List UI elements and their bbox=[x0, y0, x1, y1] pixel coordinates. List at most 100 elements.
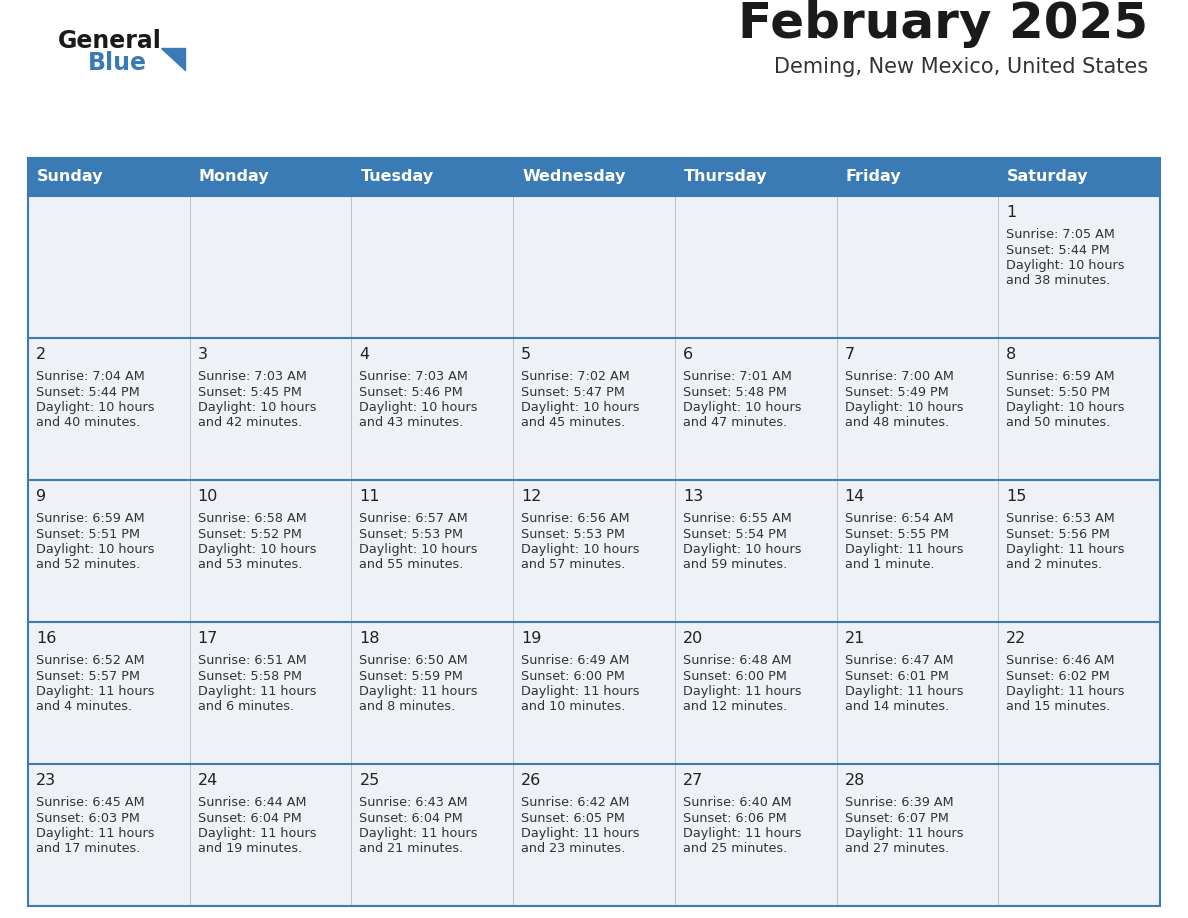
Bar bbox=[998, 622, 1159, 764]
Text: 7: 7 bbox=[845, 347, 854, 362]
Text: 16: 16 bbox=[36, 631, 56, 646]
Text: Sunrise: 6:54 AM: Sunrise: 6:54 AM bbox=[845, 512, 953, 525]
Text: Daylight: 10 hours: Daylight: 10 hours bbox=[36, 543, 154, 556]
Text: Sunrise: 6:56 AM: Sunrise: 6:56 AM bbox=[522, 512, 630, 525]
Text: Sunrise: 6:51 AM: Sunrise: 6:51 AM bbox=[197, 654, 307, 667]
Text: Sunrise: 7:05 AM: Sunrise: 7:05 AM bbox=[1006, 228, 1116, 241]
Text: 24: 24 bbox=[197, 773, 217, 788]
Text: Sunset: 5:49 PM: Sunset: 5:49 PM bbox=[845, 386, 948, 398]
Text: Sunset: 6:03 PM: Sunset: 6:03 PM bbox=[36, 812, 140, 824]
Bar bbox=[675, 196, 836, 338]
Text: Sunset: 5:51 PM: Sunset: 5:51 PM bbox=[36, 528, 140, 541]
Text: Sunrise: 7:04 AM: Sunrise: 7:04 AM bbox=[36, 370, 145, 383]
Text: Sunrise: 6:59 AM: Sunrise: 6:59 AM bbox=[1006, 370, 1114, 383]
Bar bbox=[29, 158, 190, 196]
Text: and 40 minutes.: and 40 minutes. bbox=[36, 417, 140, 430]
Text: Daylight: 11 hours: Daylight: 11 hours bbox=[197, 827, 316, 840]
Bar bbox=[675, 338, 836, 480]
Text: Sunset: 6:06 PM: Sunset: 6:06 PM bbox=[683, 812, 786, 824]
Text: Sunrise: 6:49 AM: Sunrise: 6:49 AM bbox=[522, 654, 630, 667]
Text: 14: 14 bbox=[845, 489, 865, 504]
Text: Sunrise: 6:59 AM: Sunrise: 6:59 AM bbox=[36, 512, 145, 525]
Text: Sunset: 6:04 PM: Sunset: 6:04 PM bbox=[197, 812, 302, 824]
Text: Sunset: 6:00 PM: Sunset: 6:00 PM bbox=[683, 669, 786, 682]
Text: Daylight: 10 hours: Daylight: 10 hours bbox=[683, 401, 802, 414]
Text: and 57 minutes.: and 57 minutes. bbox=[522, 558, 626, 572]
Text: and 4 minutes.: and 4 minutes. bbox=[36, 700, 132, 713]
Text: Daylight: 10 hours: Daylight: 10 hours bbox=[36, 401, 154, 414]
Bar bbox=[352, 338, 513, 480]
Text: Daylight: 11 hours: Daylight: 11 hours bbox=[845, 543, 963, 556]
Text: Sunrise: 6:47 AM: Sunrise: 6:47 AM bbox=[845, 654, 953, 667]
Text: and 2 minutes.: and 2 minutes. bbox=[1006, 558, 1102, 572]
Text: and 48 minutes.: and 48 minutes. bbox=[845, 417, 949, 430]
Text: Sunrise: 6:52 AM: Sunrise: 6:52 AM bbox=[36, 654, 145, 667]
Text: Daylight: 10 hours: Daylight: 10 hours bbox=[683, 543, 802, 556]
Text: Sunset: 5:44 PM: Sunset: 5:44 PM bbox=[36, 386, 140, 398]
Text: Sunrise: 6:53 AM: Sunrise: 6:53 AM bbox=[1006, 512, 1116, 525]
Text: Sunrise: 6:44 AM: Sunrise: 6:44 AM bbox=[197, 796, 307, 809]
Text: Sunrise: 6:40 AM: Sunrise: 6:40 AM bbox=[683, 796, 791, 809]
Text: 15: 15 bbox=[1006, 489, 1026, 504]
Text: and 38 minutes.: and 38 minutes. bbox=[1006, 274, 1111, 287]
Text: 22: 22 bbox=[1006, 631, 1026, 646]
Text: Daylight: 11 hours: Daylight: 11 hours bbox=[1006, 685, 1125, 698]
Text: Daylight: 11 hours: Daylight: 11 hours bbox=[845, 685, 963, 698]
Text: and 50 minutes.: and 50 minutes. bbox=[1006, 417, 1111, 430]
Text: and 15 minutes.: and 15 minutes. bbox=[1006, 700, 1111, 713]
Bar bbox=[675, 622, 836, 764]
Bar bbox=[998, 196, 1159, 338]
Text: Sunrise: 6:50 AM: Sunrise: 6:50 AM bbox=[360, 654, 468, 667]
Text: Daylight: 11 hours: Daylight: 11 hours bbox=[845, 827, 963, 840]
Bar bbox=[29, 338, 190, 480]
Bar bbox=[998, 480, 1159, 622]
Bar bbox=[513, 622, 675, 764]
Bar bbox=[675, 158, 836, 196]
Bar bbox=[190, 764, 352, 906]
Text: Sunrise: 6:45 AM: Sunrise: 6:45 AM bbox=[36, 796, 145, 809]
Bar bbox=[836, 196, 998, 338]
Text: Sunset: 6:05 PM: Sunset: 6:05 PM bbox=[522, 812, 625, 824]
Text: and 25 minutes.: and 25 minutes. bbox=[683, 843, 788, 856]
Text: Daylight: 10 hours: Daylight: 10 hours bbox=[197, 543, 316, 556]
Text: Sunrise: 6:46 AM: Sunrise: 6:46 AM bbox=[1006, 654, 1114, 667]
Text: Sunset: 6:00 PM: Sunset: 6:00 PM bbox=[522, 669, 625, 682]
Text: Deming, New Mexico, United States: Deming, New Mexico, United States bbox=[773, 57, 1148, 77]
Text: February 2025: February 2025 bbox=[738, 0, 1148, 48]
Text: 4: 4 bbox=[360, 347, 369, 362]
Text: and 21 minutes.: and 21 minutes. bbox=[360, 843, 463, 856]
Text: and 17 minutes.: and 17 minutes. bbox=[36, 843, 140, 856]
Text: Daylight: 11 hours: Daylight: 11 hours bbox=[683, 827, 802, 840]
Text: Sunrise: 7:01 AM: Sunrise: 7:01 AM bbox=[683, 370, 791, 383]
Text: 27: 27 bbox=[683, 773, 703, 788]
Polygon shape bbox=[162, 48, 185, 70]
Text: and 23 minutes.: and 23 minutes. bbox=[522, 843, 625, 856]
Bar bbox=[190, 622, 352, 764]
Text: Sunrise: 6:57 AM: Sunrise: 6:57 AM bbox=[360, 512, 468, 525]
Bar bbox=[352, 622, 513, 764]
Text: 25: 25 bbox=[360, 773, 380, 788]
Text: 10: 10 bbox=[197, 489, 219, 504]
Bar bbox=[29, 480, 190, 622]
Text: Sunrise: 7:03 AM: Sunrise: 7:03 AM bbox=[360, 370, 468, 383]
Text: 8: 8 bbox=[1006, 347, 1017, 362]
Text: and 14 minutes.: and 14 minutes. bbox=[845, 700, 949, 713]
Text: Sunset: 5:57 PM: Sunset: 5:57 PM bbox=[36, 669, 140, 682]
Text: 9: 9 bbox=[36, 489, 46, 504]
Text: Daylight: 11 hours: Daylight: 11 hours bbox=[36, 827, 154, 840]
Text: and 1 minute.: and 1 minute. bbox=[845, 558, 934, 572]
Text: Sunset: 5:53 PM: Sunset: 5:53 PM bbox=[360, 528, 463, 541]
Text: Daylight: 10 hours: Daylight: 10 hours bbox=[1006, 259, 1125, 272]
Text: Friday: Friday bbox=[846, 170, 902, 185]
Text: Sunrise: 7:00 AM: Sunrise: 7:00 AM bbox=[845, 370, 954, 383]
Text: 1: 1 bbox=[1006, 205, 1017, 220]
Text: Sunset: 6:02 PM: Sunset: 6:02 PM bbox=[1006, 669, 1110, 682]
Text: 11: 11 bbox=[360, 489, 380, 504]
Text: Sunset: 6:07 PM: Sunset: 6:07 PM bbox=[845, 812, 948, 824]
Bar bbox=[29, 622, 190, 764]
Text: Sunset: 5:50 PM: Sunset: 5:50 PM bbox=[1006, 386, 1111, 398]
Text: Daylight: 11 hours: Daylight: 11 hours bbox=[522, 685, 639, 698]
Text: Sunrise: 6:48 AM: Sunrise: 6:48 AM bbox=[683, 654, 791, 667]
Text: 20: 20 bbox=[683, 631, 703, 646]
Text: Sunset: 5:44 PM: Sunset: 5:44 PM bbox=[1006, 243, 1110, 256]
